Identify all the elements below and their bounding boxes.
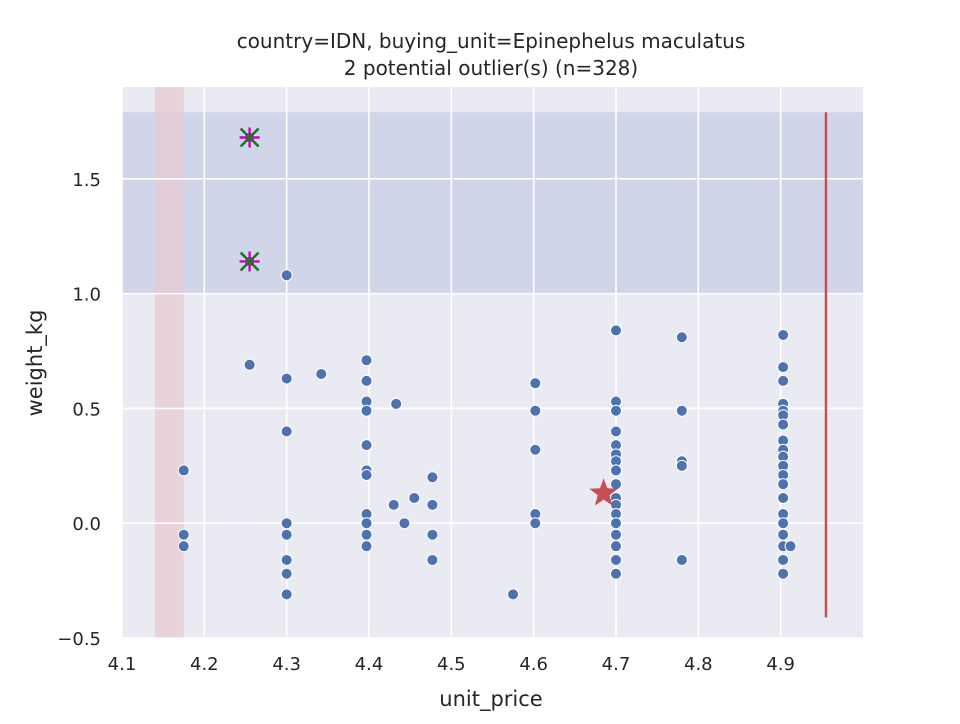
data-point xyxy=(280,553,293,566)
data-point xyxy=(390,397,403,410)
data-point xyxy=(777,517,790,530)
data-point xyxy=(507,588,520,601)
data-point xyxy=(177,464,190,477)
data-point xyxy=(426,553,439,566)
data-point xyxy=(387,498,400,511)
x-tick-label: 4.2 xyxy=(190,654,219,675)
data-point xyxy=(777,553,790,566)
data-point xyxy=(177,528,190,541)
y-tick-label: −0.5 xyxy=(57,629,101,650)
data-point xyxy=(610,517,622,530)
data-point xyxy=(675,459,688,472)
data-point xyxy=(360,517,373,530)
data-point xyxy=(777,374,790,387)
data-point xyxy=(280,425,293,438)
x-tick-label: 4.4 xyxy=(355,654,384,675)
data-point xyxy=(408,491,421,504)
outlier-marker xyxy=(239,127,260,148)
outlier-x-b xyxy=(239,251,260,272)
outlier-band xyxy=(122,112,863,294)
data-point xyxy=(426,471,439,484)
data-point xyxy=(610,553,622,566)
x-tick-label: 4.3 xyxy=(272,654,301,675)
chart-title: country=IDN, buying_unit=Epinephelus mac… xyxy=(237,29,746,53)
data-point xyxy=(360,468,373,481)
data-point xyxy=(777,567,790,580)
data-point xyxy=(529,443,542,456)
data-point xyxy=(243,358,256,371)
star-marker xyxy=(589,478,618,506)
data-point xyxy=(177,540,190,553)
data-point xyxy=(777,528,790,541)
data-point xyxy=(426,528,439,541)
outlier-marker xyxy=(239,251,260,272)
data-point xyxy=(280,567,293,580)
data-point xyxy=(360,540,373,553)
data-point xyxy=(610,540,622,553)
x-tick-label: 4.1 xyxy=(108,654,137,675)
y-tick-label: 0.5 xyxy=(72,399,101,420)
data-point xyxy=(610,478,622,491)
data-point xyxy=(610,425,622,438)
data-point xyxy=(280,517,293,530)
y-tick-label: 1.0 xyxy=(72,285,101,306)
data-point xyxy=(360,439,373,452)
data-point xyxy=(360,354,373,367)
data-point xyxy=(280,528,293,541)
data-point xyxy=(529,377,542,390)
data-point xyxy=(777,491,790,504)
data-point xyxy=(426,498,439,511)
x-tick-label: 4.5 xyxy=(437,654,466,675)
data-point xyxy=(610,464,622,477)
data-point xyxy=(360,528,373,541)
data-point xyxy=(784,540,797,553)
x-tick-label: 4.9 xyxy=(766,654,795,675)
data-point xyxy=(360,404,373,417)
data-point xyxy=(610,404,622,417)
data-point xyxy=(610,528,622,541)
data-point xyxy=(280,372,293,385)
chart-subtitle: 2 potential outlier(s) (n=328) xyxy=(344,56,638,80)
data-point xyxy=(777,478,790,491)
data-point xyxy=(777,328,790,341)
y-tick-label: 1.5 xyxy=(72,170,101,191)
data-point xyxy=(675,404,688,417)
x-tick-label: 4.8 xyxy=(684,654,713,675)
data-point xyxy=(315,367,328,380)
data-point xyxy=(777,418,790,431)
data-point xyxy=(360,374,373,387)
data-point xyxy=(610,324,622,337)
data-point xyxy=(398,517,411,530)
data-point xyxy=(529,517,542,530)
x-axis-label: unit_price xyxy=(439,687,542,712)
data-point xyxy=(280,269,293,282)
data-point xyxy=(280,588,293,601)
y-axis-label: weight_kg xyxy=(23,310,48,417)
data-point xyxy=(777,361,790,374)
data-point xyxy=(610,567,622,580)
data-point xyxy=(675,331,688,344)
x-tick-label: 4.7 xyxy=(602,654,631,675)
data-point xyxy=(529,404,542,417)
x-range-band xyxy=(154,87,184,638)
x-tick-label: 4.6 xyxy=(519,654,548,675)
y-tick-label: 0.0 xyxy=(72,514,101,535)
outlier-x-b xyxy=(239,127,260,148)
data-point xyxy=(675,553,688,566)
